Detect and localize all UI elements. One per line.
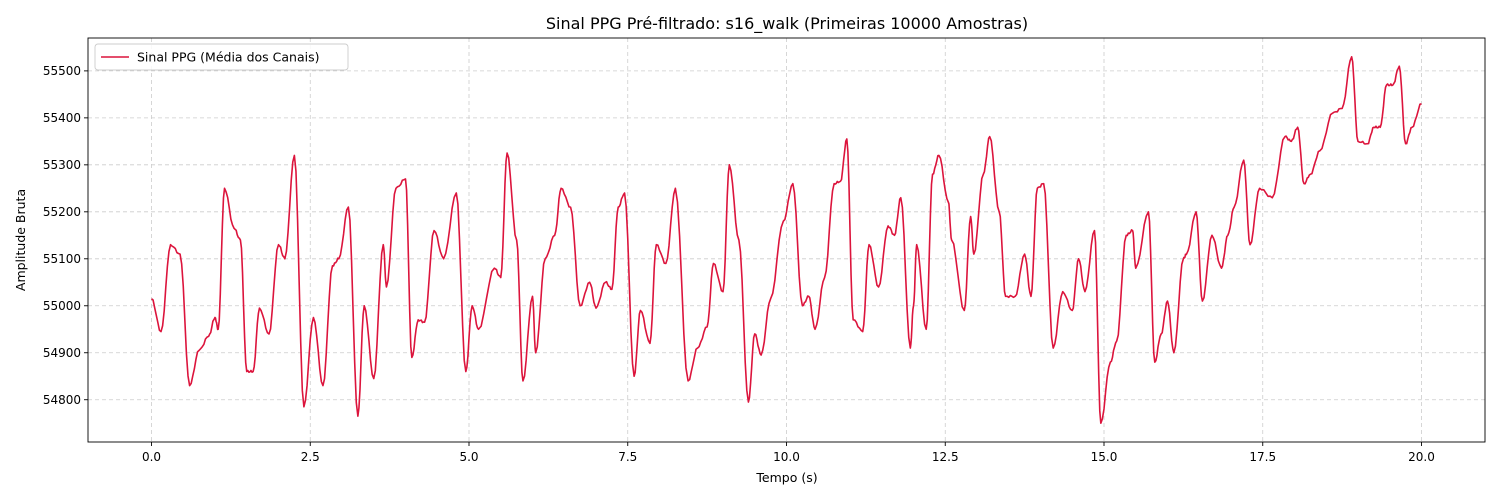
y-tick-label: 55400: [43, 111, 81, 125]
grid: [88, 38, 1485, 442]
y-axis-title: Amplitude Bruta: [13, 189, 28, 291]
y-tick-label: 55500: [43, 64, 81, 78]
x-tick-label: 15.0: [1091, 450, 1118, 464]
x-tick-label: 7.5: [618, 450, 637, 464]
y-tick-label: 55000: [43, 299, 81, 313]
y-axis-ticks: 54800 54900 55000 55100 55200 55300 55400 55500: [43, 64, 88, 407]
x-tick-label: 12.5: [932, 450, 959, 464]
x-tick-label: 2.5: [301, 450, 320, 464]
series-line-ppg: [150, 55, 1422, 425]
y-tick-label: 54800: [43, 393, 81, 407]
y-tick-label: 55100: [43, 252, 81, 266]
x-tick-label: 17.5: [1249, 450, 1276, 464]
y-tick-label: 55300: [43, 158, 81, 172]
x-axis-title: Tempo (s): [755, 470, 817, 485]
chart-title: Sinal PPG Pré-filtrado: s16_walk (Primei…: [546, 14, 1028, 34]
legend: Sinal PPG (Média dos Canais): [94, 43, 349, 71]
x-tick-label: 10.0: [773, 450, 800, 464]
x-tick-label: 0.0: [142, 450, 161, 464]
y-tick-label: 55200: [43, 205, 81, 219]
legend-box: [94, 43, 349, 71]
x-tick-label: 5.0: [459, 450, 478, 464]
legend-label: Sinal PPG (Média dos Canais): [137, 50, 319, 65]
x-axis-ticks: 0.0 2.5 5.0 7.5 10.0 12.5 15.0 17.5 20.0: [142, 442, 1435, 464]
y-tick-label: 54900: [43, 346, 81, 360]
plot-area: [150, 55, 1422, 425]
x-tick-label: 20.0: [1408, 450, 1435, 464]
